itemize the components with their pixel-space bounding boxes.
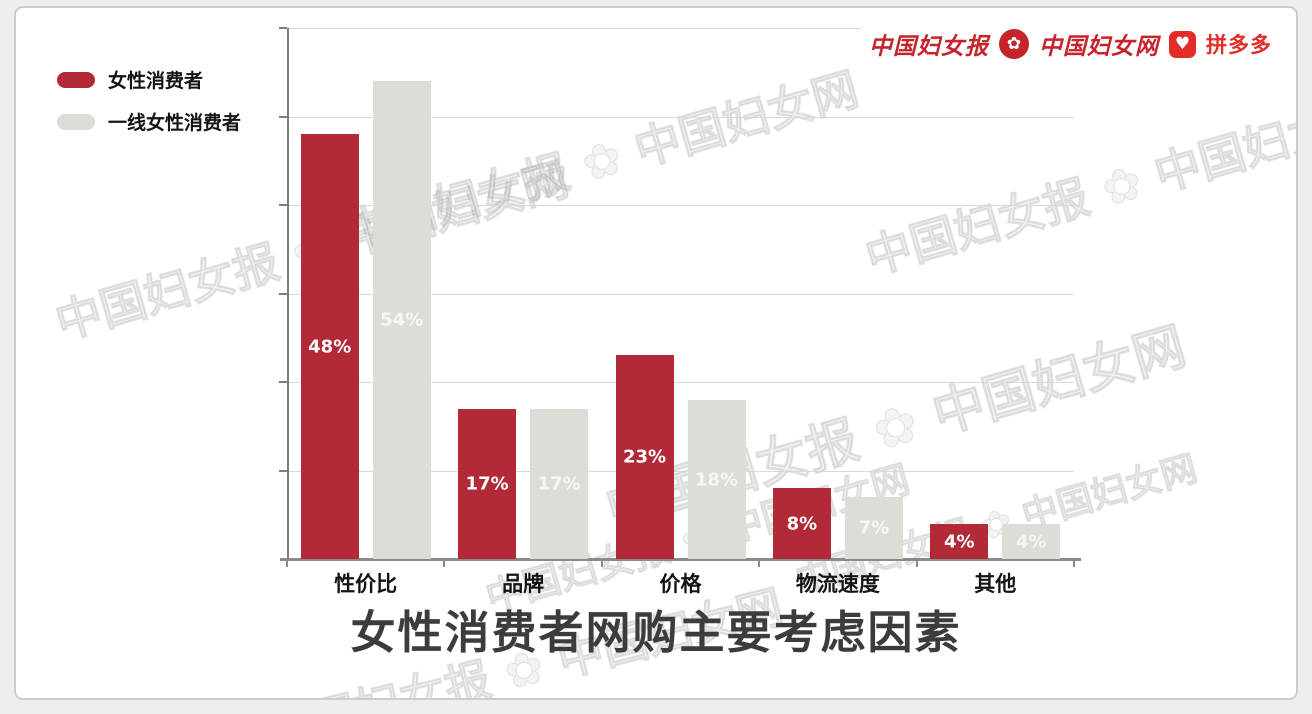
bar-value-label: 8% <box>786 513 818 534</box>
bar-一线女性消费者-物流速度: 7% <box>844 497 903 559</box>
bar-女性消费者-品牌: 17% <box>458 409 517 559</box>
bar-value-label: 4% <box>1016 531 1047 552</box>
y-axis-tick-30 <box>279 292 287 295</box>
x-axis-label-品牌: 品牌 <box>502 572 545 596</box>
y-axis-tick-50 <box>279 115 287 118</box>
legend-swatch-gray <box>57 113 95 130</box>
x-axis-tick <box>1073 561 1075 567</box>
x-axis-label-性价比: 性价比 <box>334 572 398 596</box>
bar-value-label: 7% <box>858 517 890 539</box>
x-axis-tick <box>758 561 761 567</box>
newspaper-logo: 中国妇女报 <box>869 33 989 60</box>
bar-女性消费者-价格: 23% <box>615 355 674 559</box>
legend-item-female-consumers: 女性消费者 <box>57 66 241 93</box>
gridline-20 <box>287 382 1074 383</box>
pinduoduo-logo: 拼多多 <box>1206 33 1272 57</box>
x-axis-line <box>280 558 1081 561</box>
legend-item-tier1-female-consumers: 一线女性消费者 <box>57 108 241 135</box>
legend-label: 一线女性消费者 <box>108 112 242 134</box>
gridline-10 <box>287 470 1074 472</box>
gridline-30 <box>287 293 1074 295</box>
y-axis-tick-10 <box>279 469 287 472</box>
x-axis-label-其他: 其他 <box>974 572 1017 596</box>
x-axis-tick <box>915 561 918 567</box>
bar-value-label: 17% <box>537 473 581 495</box>
x-axis-label-物流速度: 物流速度 <box>795 572 880 596</box>
bar-一线女性消费者-品牌: 17% <box>530 409 589 559</box>
x-axis-tick <box>443 561 446 567</box>
bar-女性消费者-物流速度: 8% <box>772 488 831 559</box>
y-axis-line <box>287 28 289 559</box>
bar-一线女性消费者-性价比: 54% <box>372 81 431 559</box>
y-axis-tick-60 <box>279 27 287 29</box>
bar-一线女性消费者-其他: 4% <box>1002 524 1061 559</box>
x-axis-tick <box>286 561 288 567</box>
bar-value-label: 17% <box>465 473 509 495</box>
legend-label: 女性消费者 <box>108 70 204 92</box>
chart-legend: 女性消费者 一线女性消费者 <box>57 66 241 150</box>
bar-一线女性消费者-价格: 18% <box>687 400 746 559</box>
bar-女性消费者-其他: 4% <box>930 524 989 559</box>
women-federation-emblem-icon: ✿ <box>999 29 1029 59</box>
bar-value-label: 54% <box>380 309 424 331</box>
bar-value-label: 4% <box>944 531 975 552</box>
bar-value-label: 18% <box>694 469 739 490</box>
pinduoduo-heart-icon: ♥ <box>1169 30 1196 58</box>
bar-chart: 48% 54% 性价比 17% 17% 品牌 23% 18% 价格 8% 7% 物流速度 4% 4% 其他 <box>16 8 1296 698</box>
bar-value-label: 48% <box>308 336 352 357</box>
y-axis-tick-40 <box>279 204 287 206</box>
bar-value-label: 23% <box>622 446 667 468</box>
y-axis-tick-20 <box>279 381 287 383</box>
bar-女性消费者-性价比: 48% <box>300 134 359 559</box>
x-axis-tick <box>600 561 603 567</box>
gridline-60 <box>287 28 947 29</box>
legend-swatch-red <box>57 71 95 88</box>
gridline-50 <box>287 116 1074 118</box>
x-axis-label-价格: 价格 <box>659 572 702 596</box>
gridline-40 <box>287 205 1074 206</box>
publisher-logos: 中国妇女报 ✿ 中国妇女网 ♥ 拼多多 <box>861 24 1272 64</box>
chart-title: 女性消费者网购主要考虑因素 <box>350 606 962 659</box>
website-logo: 中国妇女网 <box>1039 33 1159 60</box>
